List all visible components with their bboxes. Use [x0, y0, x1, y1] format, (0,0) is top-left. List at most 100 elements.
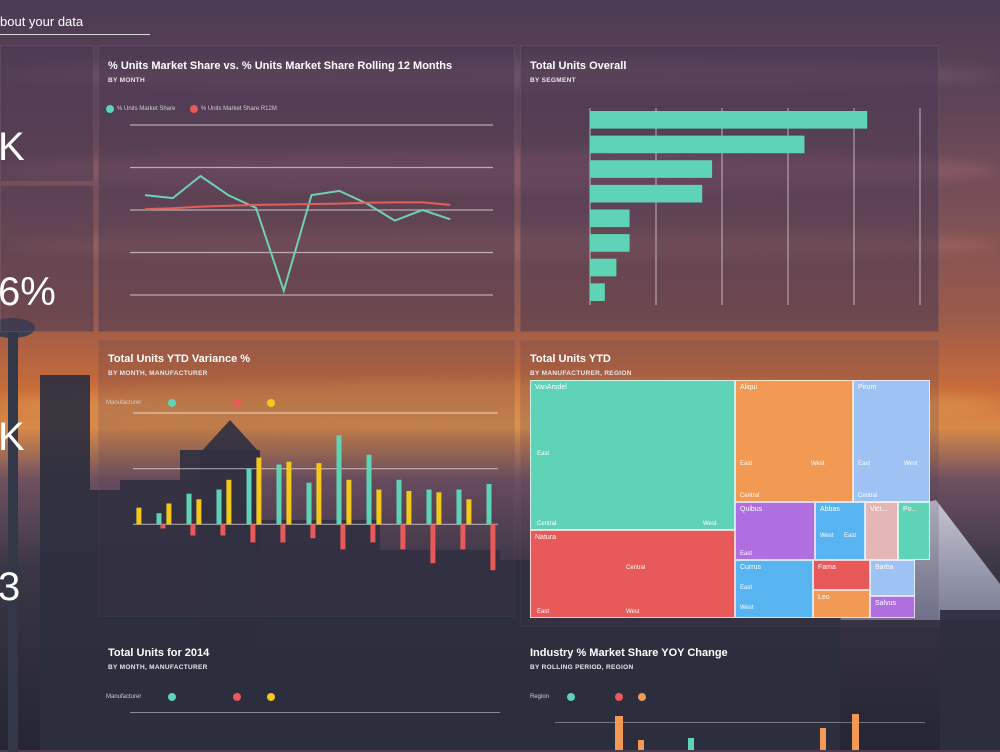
- ytd-variance-subtitle: BY MONTH, MANUFACTURER: [108, 370, 208, 377]
- legend-dot-yellow: [266, 692, 275, 701]
- treemap-region-label: East: [858, 461, 871, 467]
- treemap-cell[interactable]: Abbas West East: [815, 502, 865, 560]
- total-units-2014-title: Total Units for 2014: [108, 647, 210, 659]
- legend-dot-yellow: [266, 398, 275, 407]
- kpi-value: 6%: [0, 270, 56, 314]
- treemap-cell-label: Abbas: [820, 506, 840, 513]
- treemap-cell-label: Quibus: [740, 506, 763, 513]
- treemap-region-label: West: [904, 461, 918, 467]
- industry-share-title: Industry % Market Share YOY Change: [530, 647, 728, 659]
- bar: [456, 489, 462, 525]
- legend-label: % Units Market Share R12M: [200, 105, 277, 112]
- bar: [186, 493, 192, 525]
- bar: [460, 524, 466, 550]
- industry-bar: [852, 714, 859, 750]
- treemap-region-label: Central: [740, 493, 760, 499]
- bar: [286, 461, 292, 525]
- skyline-building: [940, 610, 1000, 750]
- bar: [436, 492, 442, 525]
- ytd-variance-column-chart[interactable]: [108, 405, 498, 585]
- kpi-value: 3: [0, 565, 21, 609]
- legend-label: Manufacturer: [106, 693, 142, 700]
- bar: [216, 489, 222, 525]
- market-share-line-chart[interactable]: [108, 115, 498, 315]
- about-data-underline: [0, 34, 150, 35]
- legend-dot-orange: [638, 692, 647, 701]
- bar: [400, 524, 406, 550]
- treemap-cell[interactable]: VanArsdel East Central West: [530, 380, 735, 530]
- bar: [590, 160, 713, 178]
- treemap-cell[interactable]: Leo: [813, 590, 870, 618]
- treemap-region-label: East: [537, 451, 550, 457]
- bar: [310, 524, 316, 539]
- treemap-region-label: East: [740, 461, 753, 467]
- bar: [486, 483, 492, 525]
- bar: [276, 464, 282, 525]
- series-line: [144, 174, 451, 295]
- treemap-cell-label: Currus: [740, 564, 762, 571]
- treemap-region-label: East: [537, 609, 550, 615]
- legend-dot-red: [614, 692, 623, 701]
- bar: [376, 489, 382, 525]
- industry-share-subtitle: BY ROLLING PERIOD, REGION: [530, 664, 634, 671]
- treemap-region-label: East: [740, 585, 753, 591]
- treemap-cell[interactable]: Natura Central East West: [530, 530, 735, 618]
- treemap-cell[interactable]: Salvus: [870, 596, 915, 618]
- skyline-building: [120, 480, 180, 750]
- treemap-cell-label: Vict...: [870, 506, 888, 513]
- bar: [136, 507, 142, 525]
- bar: [426, 489, 432, 525]
- treemap-cell[interactable]: Fama: [813, 560, 870, 590]
- bar: [406, 490, 412, 525]
- market-share-legend: % Units Market Share % Units Market Shar…: [106, 100, 287, 118]
- treemap-region-label: East: [844, 533, 857, 539]
- treemap-cell[interactable]: Barba: [870, 560, 915, 596]
- legend-label: % Units Market Share: [117, 105, 176, 112]
- market-share-panel[interactable]: [98, 45, 515, 332]
- treemap-region-label: Central: [626, 565, 646, 571]
- bar: [256, 457, 262, 525]
- bar: [160, 524, 166, 529]
- treemap-region-label: West: [740, 605, 754, 611]
- bar: [280, 524, 286, 543]
- industry-bar: [688, 738, 694, 750]
- treemap-cell[interactable]: Quibus East: [735, 502, 815, 560]
- bar: [430, 524, 436, 564]
- ytd-variance-panel[interactable]: [98, 340, 515, 617]
- treemap-cell[interactable]: Currus East West: [735, 560, 813, 618]
- total-units-overall-bar-chart[interactable]: [528, 100, 928, 320]
- bar: [156, 513, 162, 525]
- treemap-cell-label: Salvus: [875, 600, 897, 607]
- total-units-ytd-treemap[interactable]: VanArsdel East Central West Natura Central Eas…: [530, 380, 930, 618]
- ytd-variance-legend: Manufacturer: [106, 394, 278, 412]
- legend-dot-red: [233, 398, 242, 407]
- bar: [340, 524, 346, 550]
- bar: [590, 135, 805, 154]
- about-data-link[interactable]: bout your data: [0, 14, 84, 29]
- industry-bar: [820, 728, 826, 750]
- market-share-subtitle: BY MONTH: [108, 77, 145, 84]
- legend-dot-teal: [167, 692, 176, 701]
- legend-dot-teal: [106, 104, 114, 113]
- industry-bar: [638, 740, 644, 750]
- treemap-cell[interactable]: Vict...: [865, 502, 898, 560]
- legend-dot-teal: [567, 692, 576, 701]
- treemap-cell[interactable]: Po...: [898, 502, 930, 560]
- treemap-region-label: West: [626, 609, 640, 615]
- industry-bar: [615, 716, 623, 750]
- bar: [590, 283, 605, 301]
- bar: [590, 234, 630, 252]
- kpi-panel[interactable]: [0, 45, 94, 182]
- kpi-panel[interactable]: [0, 185, 94, 332]
- treemap-cell[interactable]: Pirum East West Central: [853, 380, 930, 502]
- skyline-building: [90, 490, 120, 750]
- total-units-overall-subtitle: BY SEGMENT: [530, 77, 576, 84]
- treemap-cell[interactable]: Aliqui East West Central: [735, 380, 853, 502]
- bar: [250, 524, 256, 543]
- bar: [196, 499, 202, 525]
- treemap-region-label: West: [820, 533, 834, 539]
- treemap-region-label: Central: [858, 493, 878, 499]
- industry-share-gridline: [555, 722, 925, 723]
- treemap-cell-label: VanArsdel: [535, 384, 567, 391]
- series-line: [144, 201, 451, 211]
